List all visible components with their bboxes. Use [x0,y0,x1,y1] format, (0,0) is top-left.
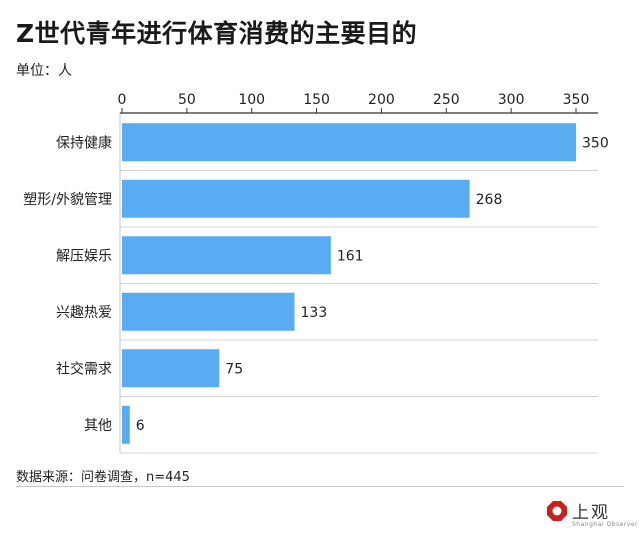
data-label: 161 [337,248,364,264]
data-label: 268 [476,192,503,208]
x-tick-label: 150 [303,92,330,108]
x-tick-label: 250 [433,92,460,108]
unit-label: 单位：人 [16,63,72,79]
bar [122,349,220,388]
x-tick-label: 0 [118,92,127,108]
bar [122,292,295,331]
data-label: 350 [582,135,609,151]
category-label: 兴趣热爱 [56,305,112,321]
bar-layer: 保持健康 350 塑形/外貌管理 268 解压娱乐 161 兴趣热爱 133 社交需求 75 其他 6 [23,123,609,444]
grid-layer [119,113,598,454]
publisher-logo: 上观 Shanghai Observer [546,498,637,532]
x-tick-label: 200 [368,92,395,108]
x-tick-label: 50 [178,92,196,108]
data-source: 数据来源：问卷调查，n=445 [16,470,190,485]
bar [122,236,331,275]
bar [122,179,470,218]
bar [122,405,130,444]
x-tick-label: 300 [498,92,525,108]
category-label: 解压娱乐 [56,248,112,264]
footer-divider [16,486,624,487]
x-tick-label: 100 [238,92,265,108]
logo-subtitle: Shanghai Observer [572,521,638,528]
x-tick-label: 350 [563,92,590,108]
category-label: 其他 [84,418,112,434]
data-label: 6 [136,418,145,434]
logo-text: 上观 [572,503,610,523]
chart-title: Z世代青年进行体育消费的主要目的 [16,19,418,48]
bar [122,123,576,162]
category-label: 保持健康 [56,134,112,151]
category-label: 社交需求 [56,360,112,377]
data-label: 75 [225,361,243,377]
data-label: 133 [301,305,328,321]
x-axis: 0 50 100 150 200 250 300 350 [118,92,598,114]
category-label: 塑形/外貌管理 [23,192,112,208]
bar-chart: 0 50 100 150 200 250 300 350 保持健康 350 塑形/外貌管理 268 解… [23,92,609,454]
logo-mark-icon [547,501,567,521]
